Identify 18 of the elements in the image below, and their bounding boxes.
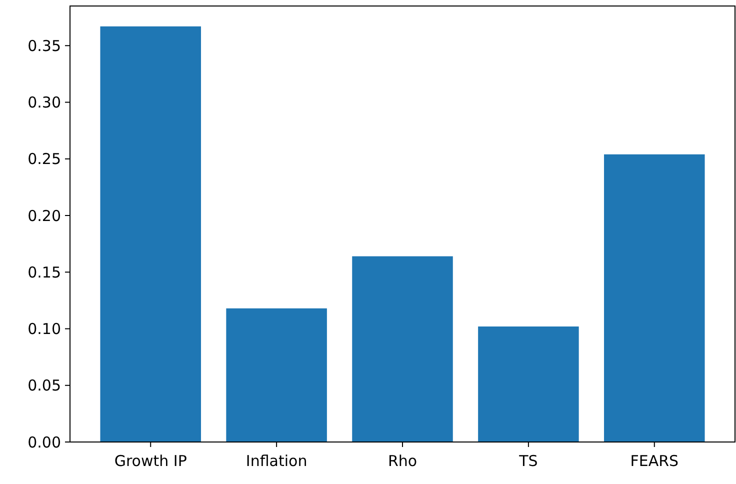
y-tick-label: 0.30 <box>28 94 61 112</box>
x-tick-label: Inflation <box>246 452 308 470</box>
bar <box>352 256 453 442</box>
bar <box>604 154 705 442</box>
y-tick-label: 0.15 <box>28 263 61 282</box>
y-tick-label: 0.25 <box>28 150 61 168</box>
x-tick-label: Growth IP <box>114 452 187 470</box>
x-tick-label: FEARS <box>630 452 679 470</box>
y-tick-label: 0.35 <box>28 36 61 55</box>
bar <box>478 326 579 442</box>
bar <box>226 308 327 442</box>
y-tick-label: 0.20 <box>28 206 61 225</box>
x-tick-label: Rho <box>388 452 418 470</box>
x-tick-label: TS <box>518 452 538 470</box>
y-tick-label: 0.00 <box>28 433 61 452</box>
bar <box>100 26 201 442</box>
y-tick-label: 0.05 <box>28 376 61 395</box>
y-tick-label: 0.10 <box>28 320 61 338</box>
